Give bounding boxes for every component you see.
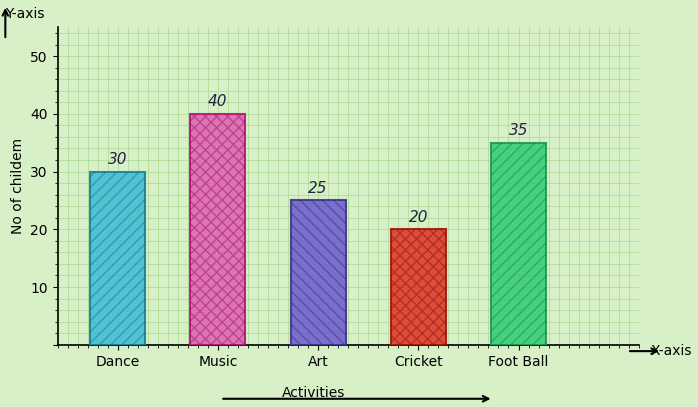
- Text: Y-axis: Y-axis: [6, 7, 45, 21]
- Bar: [90, 172, 145, 345]
- Bar: [90, 172, 145, 345]
- Bar: [391, 229, 446, 345]
- Text: 25: 25: [309, 181, 328, 196]
- Y-axis label: No of childem: No of childem: [10, 138, 24, 234]
- Bar: [290, 200, 346, 345]
- Bar: [491, 143, 546, 345]
- Bar: [191, 114, 246, 345]
- Bar: [290, 200, 346, 345]
- Text: 30: 30: [108, 152, 128, 167]
- Text: 35: 35: [509, 123, 528, 138]
- Text: Activities: Activities: [281, 386, 345, 400]
- Text: X-axis: X-axis: [651, 344, 692, 358]
- Text: 40: 40: [208, 94, 228, 109]
- Bar: [391, 229, 446, 345]
- Bar: [491, 143, 546, 345]
- Bar: [191, 114, 246, 345]
- Text: 20: 20: [408, 210, 428, 225]
